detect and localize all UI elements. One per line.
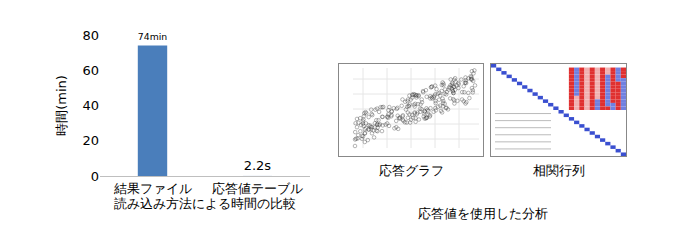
html-text:応答値を使用した分析: 応答値を使用した分析 [417,206,548,221]
svg-text:応答値テーブル: 応答値テーブル [212,181,303,196]
svg-text:20: 20 [82,133,99,148]
svg-text:80: 80 [82,28,99,43]
svg-text:0: 0 [91,169,99,184]
svg-text:読み込み方法による時間の比較: 読み込み方法による時間の比較 [114,196,296,211]
svg-text:40: 40 [82,98,99,113]
html-text:相関行列: 相関行列 [532,163,585,178]
html-text:応答グラフ: 応答グラフ [378,163,444,178]
svg-text:時間(min): 時間(min) [54,75,69,136]
svg-text:2.2s: 2.2s [244,158,272,173]
svg-text:74min: 74min [138,31,167,42]
svg-text:60: 60 [82,63,99,78]
svg-text:結果ファイル: 結果ファイル [113,181,192,196]
